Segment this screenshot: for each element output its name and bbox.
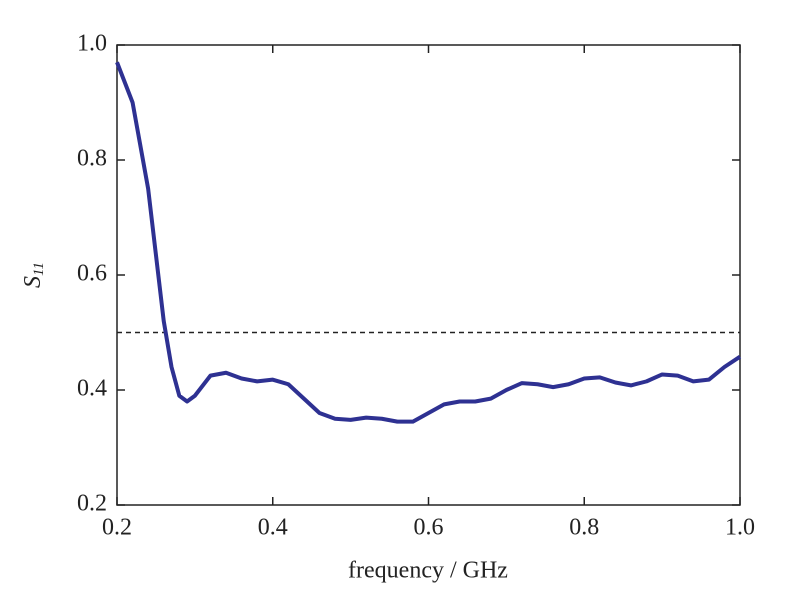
x-tick-label: 0.2 [102, 515, 132, 541]
y-tick-label: 0.4 [77, 376, 107, 402]
y-tick-label: 0.6 [77, 261, 107, 287]
x-axis-label: frequency / GHz [348, 558, 508, 584]
x-tick-label: 0.6 [414, 515, 444, 541]
y-tick-label: 0.8 [77, 146, 107, 172]
y-axis-label-sub: 11 [31, 262, 47, 276]
y-axis-label: S11 [20, 262, 48, 288]
y-axis-label-main: S [20, 276, 46, 288]
x-tick-label: 0.4 [258, 515, 288, 541]
plot-frame [116, 44, 741, 506]
line-series [115, 61, 742, 424]
x-tick-label: 0.8 [569, 515, 599, 541]
y-tick-label: 1.0 [77, 31, 107, 57]
y-tick-label: 0.2 [77, 491, 107, 517]
x-tick-label: 1.0 [725, 515, 755, 541]
